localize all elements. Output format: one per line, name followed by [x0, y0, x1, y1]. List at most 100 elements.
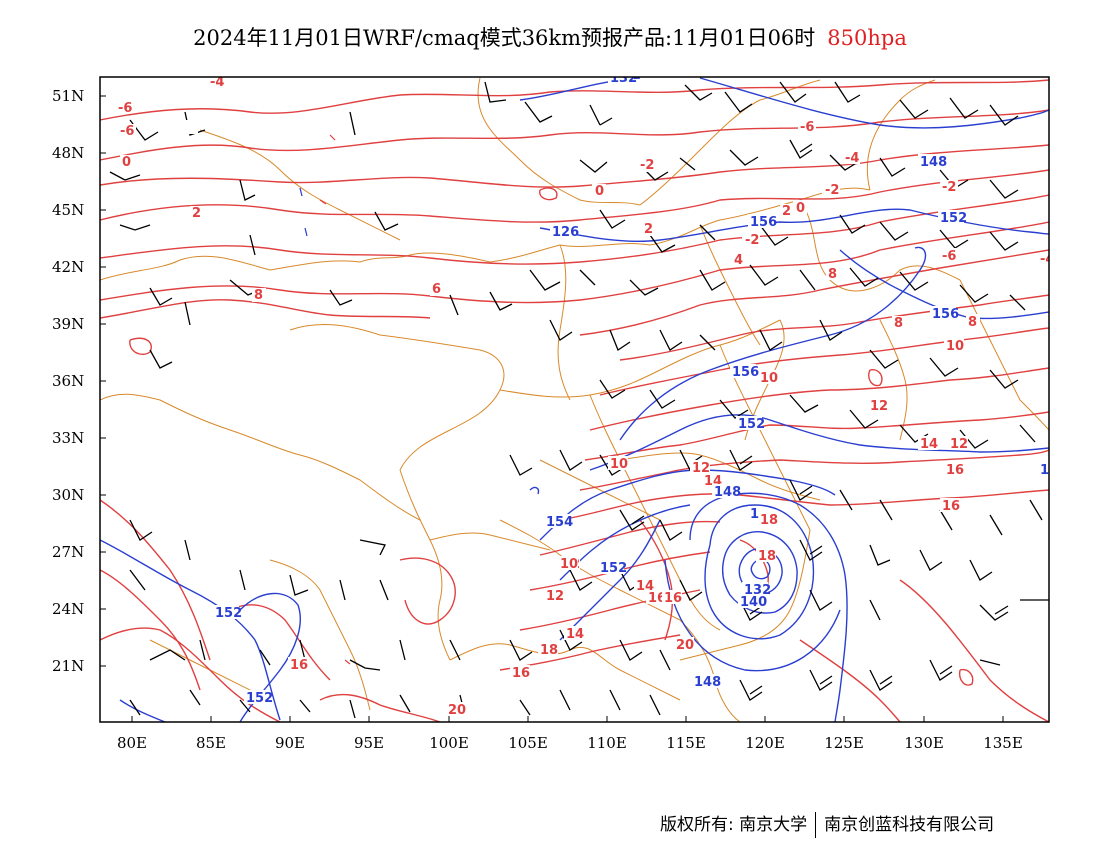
svg-text:6: 6 [432, 282, 441, 297]
lat-label: 51N [52, 87, 84, 105]
lat-label: 30N [52, 486, 84, 504]
svg-text:0: 0 [595, 184, 604, 199]
longitude-labels: 80E 85E 90E 95E 100E 105E 110E 115E 120E… [117, 734, 1023, 752]
svg-text:16: 16 [512, 666, 530, 681]
lat-label: 24N [52, 600, 84, 618]
title-main: 2024年11月01日WRF/cmaq模式36km预报产品:11月01日06时 [193, 26, 816, 50]
lat-label: 42N [52, 258, 84, 276]
svg-text:18: 18 [540, 643, 558, 658]
svg-text:10: 10 [610, 457, 628, 472]
svg-text:152: 152 [600, 561, 627, 576]
lon-label: 120E [745, 734, 785, 752]
svg-text:148: 148 [694, 675, 721, 690]
lat-label: 39N [52, 315, 84, 333]
svg-text:4: 4 [734, 253, 743, 268]
lon-label: 115E [666, 734, 706, 752]
svg-text:8: 8 [968, 315, 977, 330]
svg-text:10: 10 [560, 557, 578, 572]
svg-text:-2: -2 [640, 158, 654, 173]
svg-text:2: 2 [192, 206, 201, 221]
svg-text:0: 0 [122, 155, 131, 170]
svg-text:14: 14 [566, 627, 584, 642]
lon-label: 95E [354, 734, 384, 752]
map-frame [99, 76, 1050, 723]
lon-label: 100E [429, 734, 469, 752]
svg-text:148: 148 [714, 485, 741, 500]
map-specks [299, 134, 351, 665]
map-title: 2024年11月01日WRF/cmaq模式36km预报产品:11月01日06时 8… [0, 22, 1100, 52]
svg-text:-6: -6 [118, 101, 132, 116]
svg-text:8: 8 [828, 267, 837, 282]
svg-text:-2: -2 [942, 180, 956, 195]
svg-text:12: 12 [692, 461, 710, 476]
svg-text:12: 12 [546, 589, 564, 604]
svg-text:-4: -4 [845, 151, 859, 166]
svg-text:-6: -6 [120, 124, 134, 139]
svg-text:8: 8 [894, 316, 903, 331]
svg-text:-6: -6 [800, 120, 814, 135]
copyright: 版权所有: 南京大学 南京创蓝科技有限公司 [660, 810, 994, 838]
svg-text:152: 152 [1040, 463, 1067, 478]
svg-text:16: 16 [664, 591, 682, 606]
latitude-labels: 51N 48N 45N 42N 39N 36N 33N 30N 27N 24N … [52, 87, 84, 675]
svg-text:0: 0 [796, 201, 805, 216]
lat-label: 36N [52, 372, 84, 390]
lat-label: 33N [52, 429, 84, 447]
svg-text:140: 140 [740, 595, 767, 610]
svg-text:8: 8 [254, 288, 263, 303]
svg-text:156: 156 [750, 215, 777, 230]
svg-text:12: 12 [870, 399, 888, 414]
svg-text:16: 16 [942, 499, 960, 514]
svg-text:20: 20 [676, 638, 694, 653]
svg-text:-2: -2 [825, 183, 839, 198]
svg-text:126: 126 [552, 225, 579, 240]
longitude-axis [131, 716, 1004, 722]
map-background [100, 77, 1049, 722]
svg-text:154: 154 [546, 515, 573, 530]
svg-text:1: 1 [750, 507, 759, 522]
svg-text:132: 132 [610, 71, 637, 86]
svg-text:-4: -4 [210, 75, 224, 90]
lat-label: 45N [52, 201, 84, 219]
height-labels: 132 148 156 152 126 156 156 152 148 1 15… [213, 71, 1067, 706]
svg-text:148: 148 [920, 155, 947, 170]
svg-text:-4: -4 [1040, 252, 1054, 267]
svg-text:2: 2 [782, 204, 791, 219]
copyright-left: 版权所有: 南京大学 [660, 815, 808, 835]
height-contours [100, 77, 1049, 722]
svg-text:152: 152 [738, 417, 765, 432]
lon-label: 90E [275, 734, 305, 752]
latitude-axis [100, 95, 106, 667]
svg-text:16: 16 [946, 463, 964, 478]
svg-text:18: 18 [758, 549, 776, 564]
svg-text:16: 16 [290, 658, 308, 673]
svg-text:152: 152 [940, 211, 967, 226]
svg-text:156: 156 [732, 365, 759, 380]
svg-text:20: 20 [448, 703, 466, 718]
lon-label: 85E [196, 734, 226, 752]
lon-label: 125E [824, 734, 864, 752]
lat-label: 21N [52, 657, 84, 675]
lon-label: 110E [587, 734, 627, 752]
svg-text:152: 152 [246, 691, 273, 706]
temperature-labels: -4 -6 -6 -2 -4 -2 0 0 -2 -2 2 0 2 -4 -6 … [118, 75, 1054, 718]
lon-label: 135E [983, 734, 1023, 752]
lon-label: 80E [117, 734, 147, 752]
svg-text:-6: -6 [942, 249, 956, 264]
svg-text:10: 10 [946, 339, 964, 354]
lon-label: 105E [508, 734, 548, 752]
svg-text:14: 14 [920, 437, 938, 452]
copyright-right: 南京创蓝科技有限公司 [824, 815, 995, 835]
svg-text:12: 12 [950, 437, 968, 452]
title-level: 850hpa [827, 26, 907, 50]
lat-label: 27N [52, 543, 84, 561]
svg-text:18: 18 [760, 513, 778, 528]
lat-label: 48N [52, 144, 84, 162]
copyright-divider [815, 812, 817, 838]
lon-label: 130E [904, 734, 944, 752]
svg-text:152: 152 [215, 606, 242, 621]
svg-text:156: 156 [932, 307, 959, 322]
svg-text:16: 16 [648, 591, 666, 606]
svg-text:-2: -2 [745, 233, 759, 248]
